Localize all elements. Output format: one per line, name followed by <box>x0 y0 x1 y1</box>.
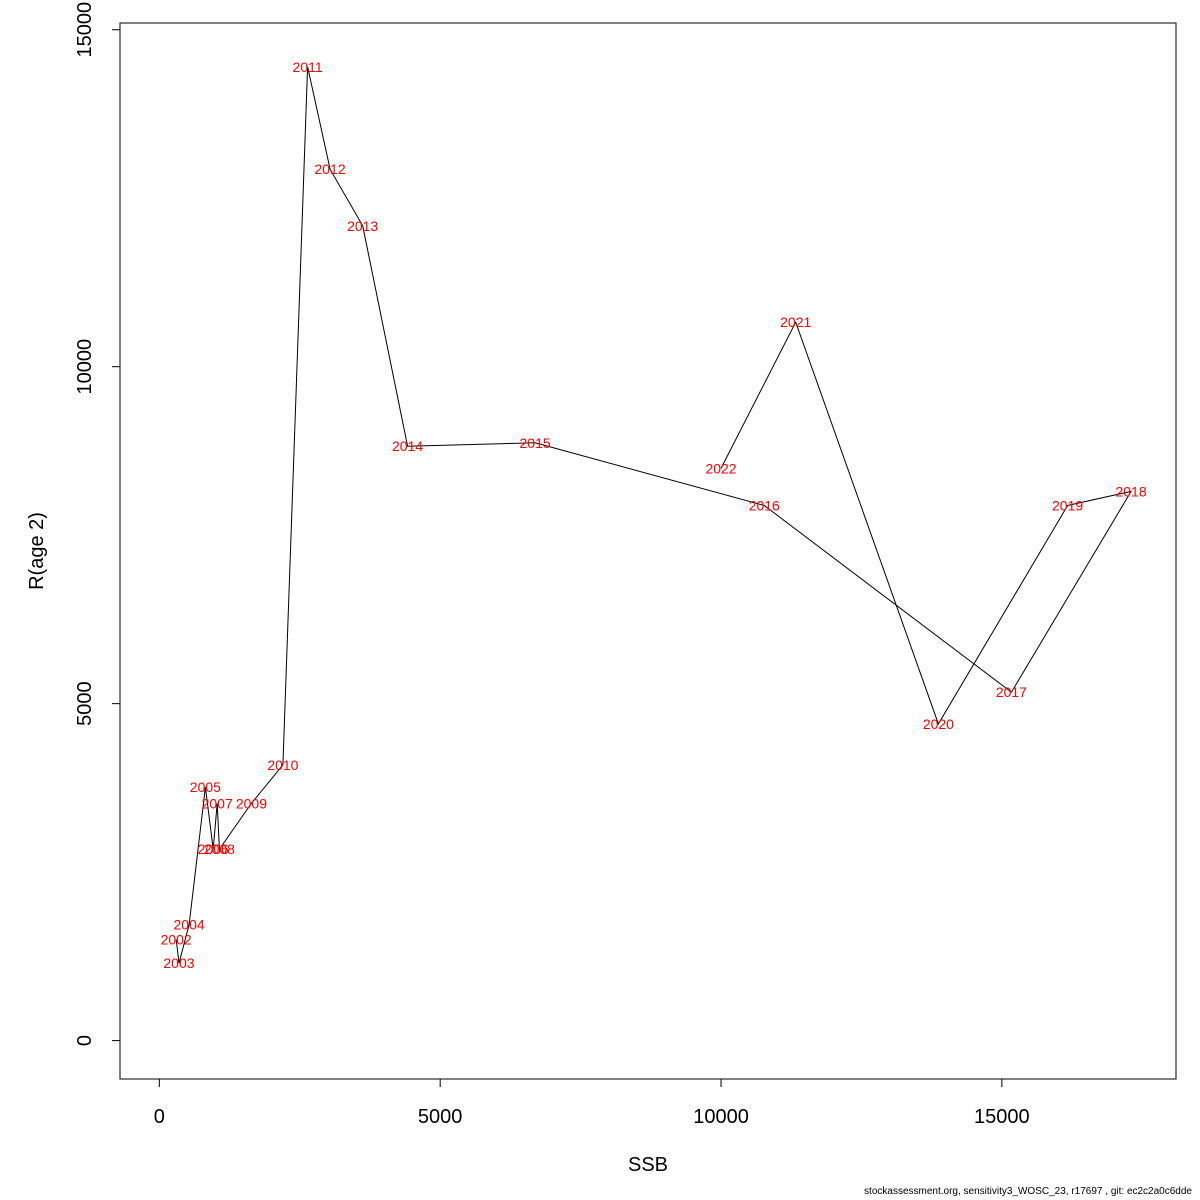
y-tick-label: 15000 <box>74 2 96 58</box>
point-label-2018: 2018 <box>1115 483 1146 499</box>
point-label-2009: 2009 <box>236 795 267 811</box>
y-tick-label: 10000 <box>74 339 96 395</box>
point-label-2016: 2016 <box>749 498 780 514</box>
y-tick-label: 5000 <box>74 681 96 726</box>
point-label-2006: 2006 <box>198 841 229 857</box>
series-line <box>175 66 1133 964</box>
x-tick-label: 15000 <box>974 1106 1030 1128</box>
point-label-2011: 2011 <box>293 59 323 75</box>
plot-frame <box>119 22 1177 1080</box>
x-axis-title: SSB <box>628 1154 668 1176</box>
x-tick-label: 5000 <box>418 1106 463 1128</box>
point-label-2013: 2013 <box>347 218 378 234</box>
footer-text: stockassessment.org, sensitivity3_WOSC_2… <box>864 1186 1192 1197</box>
point-label-2008: 2008 <box>204 841 235 857</box>
point-label-2002: 2002 <box>161 932 192 948</box>
point-label-2019: 2019 <box>1052 498 1083 514</box>
point-label-2005: 2005 <box>190 779 221 795</box>
point-label-2007: 2007 <box>202 795 233 811</box>
x-axis: 0 5000 10000 15000 <box>154 1078 1030 1128</box>
point-labels: 2002 2003 2004 2005 2006 2007 2008 2009 2010 2011… <box>161 59 1147 971</box>
y-tick-label: 0 <box>74 1035 96 1046</box>
point-label-2020: 2020 <box>923 716 954 732</box>
y-axis-title: R(age 2) <box>26 512 48 590</box>
point-label-2021: 2021 <box>780 314 811 330</box>
point-label-2022: 2022 <box>705 460 736 476</box>
y-axis: 0 5000 10000 15000 <box>74 2 121 1046</box>
point-label-2014: 2014 <box>392 438 423 454</box>
point-label-2015: 2015 <box>520 435 551 451</box>
point-label-2004: 2004 <box>174 917 205 933</box>
point-label-2003: 2003 <box>163 955 194 971</box>
point-label-2017: 2017 <box>996 684 1027 700</box>
x-tick-label: 0 <box>154 1106 165 1128</box>
point-label-2010: 2010 <box>267 757 298 773</box>
point-label-2012: 2012 <box>314 161 345 177</box>
x-tick-label: 10000 <box>693 1106 749 1128</box>
